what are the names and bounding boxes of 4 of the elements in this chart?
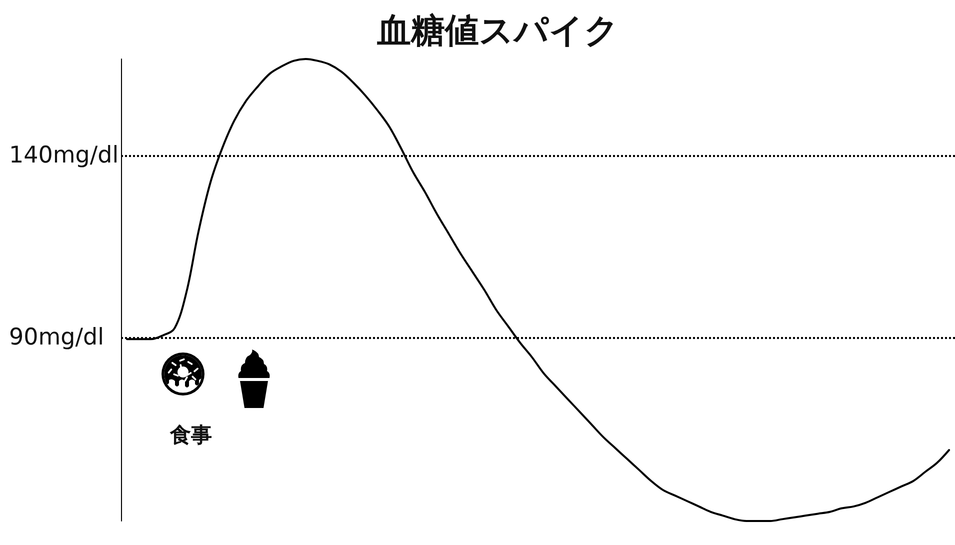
annotation: 食事 bbox=[169, 423, 212, 447]
y-tick-label: 140mg/dl bbox=[9, 142, 119, 168]
y-tick-label: 90mg/dl bbox=[9, 324, 104, 350]
chart-title: 血糖値スパイク bbox=[376, 11, 619, 51]
